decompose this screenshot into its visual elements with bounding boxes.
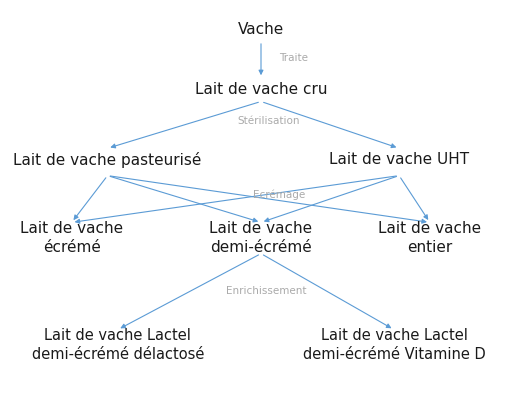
Text: Lait de vache
demi-écrémé: Lait de vache demi-écrémé [209,221,313,255]
Text: Lait de vache pasteurisé: Lait de vache pasteurisé [14,152,201,168]
Text: Stérilisation: Stérilisation [238,116,300,126]
Text: Traite: Traite [279,53,308,63]
Text: Lait de vache cru: Lait de vache cru [195,82,327,97]
Text: Vache: Vache [238,22,284,37]
Text: Ecrémage: Ecrémage [253,190,305,200]
Text: Lait de vache
écrémé: Lait de vache écrémé [20,221,123,255]
Text: Lait de vache Lactel
demi-écrémé Vitamine D: Lait de vache Lactel demi-écrémé Vitamin… [303,328,485,362]
Text: Lait de vache
entier: Lait de vache entier [378,221,481,255]
Text: Enrichissement: Enrichissement [226,286,306,296]
Text: Lait de vache Lactel
demi-écrémé délactosé: Lait de vache Lactel demi-écrémé délacto… [31,328,204,362]
Text: Lait de vache UHT: Lait de vache UHT [329,152,469,168]
